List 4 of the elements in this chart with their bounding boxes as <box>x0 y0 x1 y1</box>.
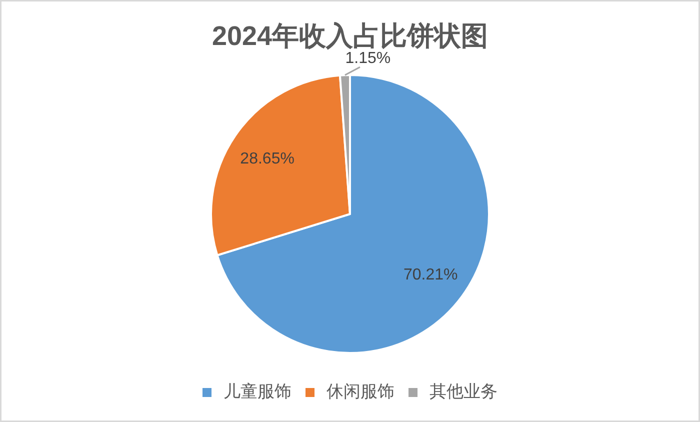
legend-label: 休闲服饰 <box>326 382 394 401</box>
legend-label: 其他业务 <box>430 382 498 401</box>
legend-label: 儿童服饰 <box>224 382 292 401</box>
title: 2024年收入占比饼状图 <box>212 21 488 51</box>
